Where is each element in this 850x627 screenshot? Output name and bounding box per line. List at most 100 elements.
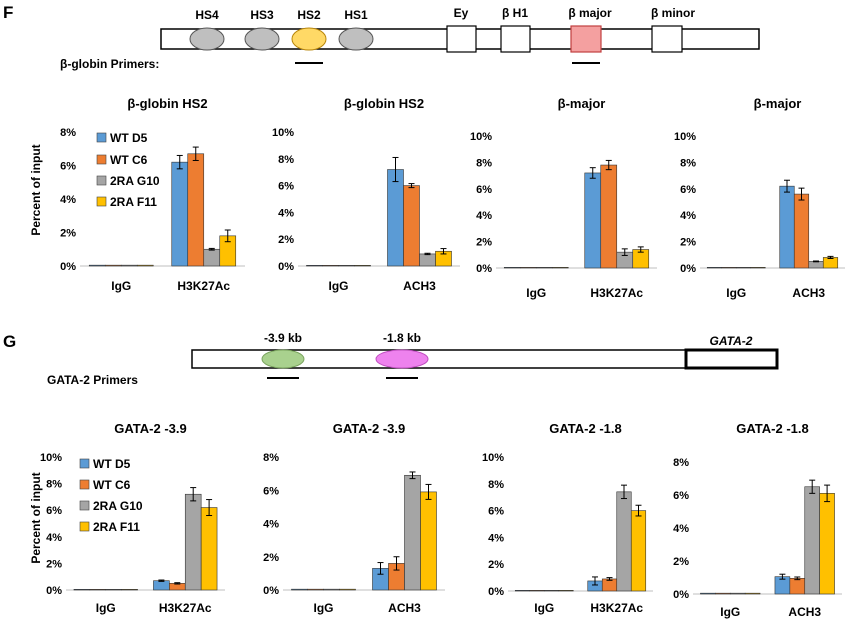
- legend-f: WT D5 WT C6 2RA G10 2RA F11: [96, 131, 160, 209]
- hs4-label: HS4: [195, 8, 219, 22]
- legend-swatch-wt-c6: [79, 479, 90, 490]
- y-tick-label: 6%: [278, 181, 294, 193]
- y-tick-label: 0%: [476, 263, 492, 275]
- y-tick-label: 0%: [46, 585, 62, 597]
- legend-label: 2RA G10: [110, 174, 160, 188]
- y-tick-label: 4%: [60, 194, 76, 206]
- error-bar-2ra-f11-h3k27ac: [206, 499, 213, 517]
- panel-letter-g: G: [3, 332, 16, 351]
- error-bar-2ra-f11-ach3: [824, 484, 831, 503]
- gata2-gene-box: [684, 348, 779, 370]
- error-bar-wt-c6-ach3: [798, 187, 805, 201]
- error-bar-2ra-g10-h3k27ac: [190, 487, 197, 502]
- y-tick-label: 8%: [278, 154, 294, 166]
- x-category-label: H3K27Ac: [590, 286, 643, 300]
- error-bar-2ra-g10-ach3: [409, 471, 416, 480]
- y-tick-label: 0%: [488, 586, 504, 598]
- x-category-label: ACH3: [788, 605, 821, 619]
- x-category-label: H3K27Ac: [159, 601, 212, 615]
- bar-2ra-f11-igg: [121, 589, 138, 591]
- hs3-label: HS3: [250, 8, 274, 22]
- bar-2ra-g10-igg: [105, 589, 122, 591]
- element-1-8kb: [375, 349, 429, 369]
- bar-2ra-g10-ach3: [419, 253, 436, 267]
- y-tick-label: 8%: [673, 457, 689, 469]
- hs2-label: HS2: [297, 8, 321, 22]
- bar-2ra-g10-ach3: [404, 474, 421, 591]
- bar-wt-c6-ach3: [789, 578, 806, 595]
- error-bar-wt-d5-ach3: [377, 562, 384, 575]
- bar-2ra-g10-igg: [338, 265, 355, 267]
- bar-wt-c6-igg: [89, 589, 107, 591]
- kb39-label: -3.9 kb: [264, 331, 302, 345]
- bar-wt-c6-igg: [715, 592, 731, 595]
- error-bar-2ra-f11-h3k27ac: [635, 504, 642, 517]
- legend-swatch-2ra-g10: [79, 500, 90, 511]
- bar-wt-c6-h3k27ac: [600, 164, 618, 269]
- chart-beta-major-h3k27ac: β-major 0% 2% 4% 6% 8% 10% IgG H3K27Ac: [470, 96, 657, 300]
- chart-gata2-3-9-ach3: GATA-2 -3.9 0% 2% 4% 6% 8% IgG ACH3: [263, 421, 445, 615]
- bar-2ra-g10-igg: [735, 267, 752, 269]
- y-tick-label: 2%: [488, 559, 504, 571]
- bar-wt-d5-igg: [291, 588, 308, 591]
- x-category-label: ACH3: [792, 286, 825, 300]
- bar-2ra-f11-ach3: [822, 257, 839, 269]
- bar-2ra-f11-h3k27ac: [630, 510, 647, 592]
- error-bar-wt-d5-h3k27ac: [589, 167, 596, 179]
- error-bar-2ra-f11-h3k27ac: [224, 229, 231, 243]
- y-tick-label: 8%: [263, 452, 279, 464]
- legend-swatch-2ra-f11: [96, 196, 107, 207]
- error-bar-2ra-f11-ach3: [440, 248, 447, 255]
- chart-title: GATA-2 -3.9: [114, 421, 186, 436]
- bar-2ra-f11-h3k27ac: [200, 507, 218, 591]
- y-tick-label: 4%: [263, 519, 279, 531]
- bar-wt-c6-ach3: [403, 185, 420, 267]
- bar-wt-d5-h3k27ac: [153, 580, 170, 591]
- legend-swatch-wt-d5: [79, 458, 90, 469]
- chart-title: β-globin HS2: [344, 96, 424, 111]
- bar-2ra-g10-igg: [729, 592, 746, 595]
- y-tick-label: 2%: [263, 552, 279, 564]
- x-category-label: IgG: [720, 605, 740, 619]
- bar-2ra-f11-ach3: [420, 491, 437, 591]
- ey-label: Ey: [454, 6, 469, 20]
- bar-2ra-g10-igg: [120, 264, 138, 267]
- y-tick-label: 8%: [680, 157, 696, 169]
- chart-title: GATA-2 -3.9: [333, 421, 405, 436]
- y-axis-label-f: Percent of input: [29, 144, 43, 235]
- y-tick-label: 4%: [278, 207, 294, 219]
- bar-wt-d5-ach3: [387, 169, 404, 267]
- y-tick-label: 2%: [476, 237, 492, 249]
- hs1-label: HS1: [344, 8, 368, 22]
- x-category-label: H3K27Ac: [590, 601, 643, 615]
- chart-beta-globin-hs2-h3k27ac: β-globin HS2 0% 2% 4% 6% 8% IgG H3K27Ac: [60, 96, 245, 293]
- y-tick-label: 4%: [46, 532, 62, 544]
- bh1-label: β H1: [502, 6, 528, 20]
- bar-wt-c6-igg: [104, 264, 122, 267]
- beta-globin-primers-label: β-globin Primers:: [60, 57, 159, 71]
- y-tick-label: 10%: [470, 131, 492, 143]
- bar-wt-c6-igg: [529, 590, 545, 592]
- bar-wt-d5-igg: [503, 267, 521, 269]
- error-bar-wt-d5-h3k27ac: [592, 576, 598, 586]
- legend-label: WT D5: [110, 131, 148, 145]
- hs3-element: [244, 27, 280, 51]
- legend-label: 2RA F11: [93, 520, 140, 534]
- y-axis-label-g: Percent of input: [29, 472, 43, 563]
- y-tick-label: 0%: [673, 589, 689, 601]
- y-tick-label: 2%: [60, 228, 76, 240]
- y-tick-label: 8%: [46, 479, 62, 491]
- error-bar-wt-c6-h3k27ac: [192, 146, 199, 161]
- panel-letter-f: F: [3, 3, 13, 22]
- bar-2ra-f11-igg: [354, 265, 371, 267]
- bar-wt-c6-igg: [307, 588, 324, 591]
- legend-g: WT D5 WT C6 2RA G10 2RA F11: [79, 457, 143, 534]
- x-category-label: IgG: [534, 601, 554, 615]
- bar-2ra-f11-ach3: [819, 493, 835, 595]
- bar-wt-c6-ach3: [793, 193, 810, 269]
- bar-wt-c6-igg: [322, 265, 339, 267]
- legend-swatch-wt-c6: [96, 154, 107, 165]
- bmajor-label: β major: [568, 6, 612, 20]
- bar-2ra-f11-igg: [744, 592, 761, 595]
